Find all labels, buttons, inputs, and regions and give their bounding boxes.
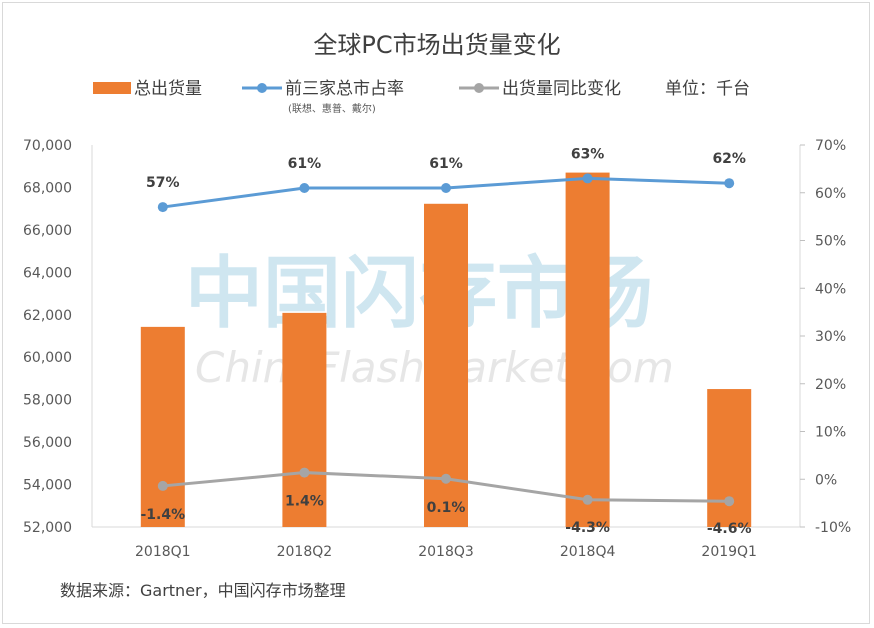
data-label-share: 57% bbox=[146, 175, 180, 191]
right-tick-label: 40% bbox=[815, 281, 846, 297]
bar-shipments bbox=[565, 172, 610, 528]
bar-shipments bbox=[424, 203, 468, 527]
legend-sublabel-share: (联想、惠普、戴尔) bbox=[288, 102, 376, 115]
point-share bbox=[441, 182, 451, 193]
bar-shipments bbox=[282, 312, 327, 527]
left-tick-label: 68,000 bbox=[23, 180, 72, 196]
data-label-share: 61% bbox=[288, 156, 322, 172]
left-tick-label: 56,000 bbox=[23, 435, 72, 451]
left-tick-label: 64,000 bbox=[23, 265, 72, 281]
data-label-yoy: 1.4% bbox=[285, 494, 324, 510]
point-yoy bbox=[724, 496, 735, 507]
data-label-yoy: 0.1% bbox=[427, 500, 466, 516]
point-yoy bbox=[299, 467, 310, 478]
bar-shipments bbox=[707, 389, 752, 527]
right-tick-label: 20% bbox=[815, 377, 846, 393]
source-note: 数据来源：Gartner，中国闪存市场整理 bbox=[60, 581, 346, 600]
data-label-yoy: -4.3% bbox=[565, 520, 610, 536]
data-label-yoy: -1.4% bbox=[140, 507, 185, 523]
left-tick-label: 62,000 bbox=[23, 308, 72, 324]
point-share bbox=[724, 178, 735, 189]
point-share bbox=[582, 173, 593, 184]
unit-label: 单位：千台 bbox=[665, 79, 750, 99]
x-tick-label: 2018Q3 bbox=[418, 544, 474, 560]
x-tick-label: 2018Q2 bbox=[277, 544, 333, 560]
data-label-share: 61% bbox=[429, 156, 463, 172]
point-yoy bbox=[582, 494, 593, 505]
legend-label-shipments: 总出货量 bbox=[134, 79, 202, 99]
bar-shipments bbox=[140, 326, 185, 527]
legend-label-yoy: 出货量同比变化 bbox=[502, 79, 621, 99]
right-tick-label: 10% bbox=[815, 425, 846, 441]
left-tick-label: 60,000 bbox=[23, 350, 72, 366]
legend-marker-yoy bbox=[474, 83, 484, 93]
left-tick-label: 54,000 bbox=[23, 478, 72, 494]
data-label-share: 63% bbox=[571, 146, 605, 162]
point-share bbox=[299, 182, 310, 193]
right-tick-label: 60% bbox=[815, 186, 846, 202]
legend-swatch-bar bbox=[93, 82, 131, 94]
right-tick-label: 30% bbox=[815, 329, 846, 345]
point-yoy bbox=[441, 473, 451, 484]
data-label-share: 62% bbox=[712, 151, 746, 167]
right-tick-label: 70% bbox=[815, 138, 846, 154]
legend-marker-share bbox=[257, 83, 267, 93]
left-tick-label: 66,000 bbox=[23, 223, 72, 239]
right-tick-label: 50% bbox=[815, 234, 846, 250]
legend-label-share: 前三家总市占率 bbox=[285, 79, 404, 99]
chart-title: 全球PC市场出货量变化 bbox=[313, 31, 560, 59]
left-tick-label: 70,000 bbox=[23, 138, 72, 154]
left-tick-label: 52,000 bbox=[23, 520, 72, 536]
right-tick-label: -10% bbox=[815, 520, 851, 536]
x-tick-label: 2018Q4 bbox=[560, 544, 616, 560]
left-tick-label: 58,000 bbox=[23, 393, 72, 409]
point-share bbox=[157, 202, 168, 213]
right-tick-label: 0% bbox=[815, 472, 837, 488]
x-tick-label: 2019Q1 bbox=[701, 544, 757, 560]
point-yoy bbox=[157, 480, 168, 491]
x-tick-label: 2018Q1 bbox=[135, 544, 191, 560]
data-label-yoy: -4.6% bbox=[707, 521, 752, 537]
